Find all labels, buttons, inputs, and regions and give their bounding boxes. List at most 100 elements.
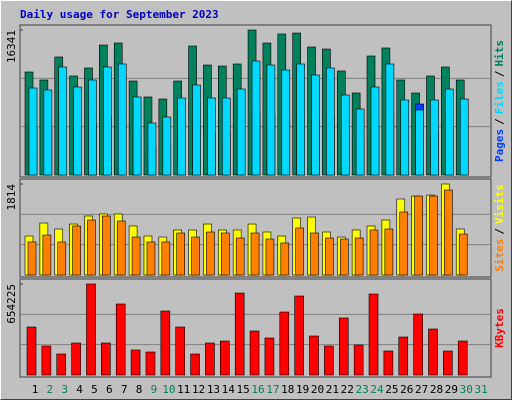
bar [295,227,304,276]
legend: KBytes [493,308,506,348]
bar [73,86,82,176]
bar [162,116,172,176]
x-tick-label: 9 [151,383,158,396]
x-tick-label: 8 [136,383,143,396]
bar [205,342,215,376]
bar [28,87,38,176]
legend-entry: KBytes [493,308,506,348]
legend-entry: Files [493,81,506,114]
legend-entry: Sites [493,239,506,272]
bar [353,344,364,376]
bar [355,108,365,176]
bar [147,122,157,176]
bar [249,330,260,376]
bar [398,336,409,376]
bar [117,63,127,176]
x-tick-label: 16 [251,383,264,396]
bar [102,215,111,276]
x-tick-label: 23 [356,383,369,396]
bar [220,340,230,376]
bar [264,337,275,376]
bar [116,220,126,276]
bar [413,313,423,376]
bar [370,86,380,176]
bar [311,74,320,176]
x-tick-label: 22 [341,383,354,396]
bar [42,234,52,276]
bar [190,353,200,376]
legend-separator: / [493,228,506,235]
bar [131,236,141,276]
bar [43,89,53,176]
x-tick-label: 4 [76,383,83,396]
bar [415,109,424,176]
x-tick-label: 24 [370,383,384,396]
legend: Pages / Files / Hits [493,40,506,162]
bar [428,328,438,376]
bar [207,97,216,176]
x-tick-label: 6 [106,383,113,396]
x-tick-label: 17 [266,383,279,396]
bar [175,326,185,376]
x-tick-label: 31 [474,383,487,396]
bar [57,241,67,276]
legend-separator: / [493,118,506,125]
bar [176,232,185,276]
bar [430,99,439,176]
legend-entry: Pages [493,129,506,162]
bar [236,88,246,176]
x-tick-label: 29 [445,383,458,396]
bar [58,66,68,176]
bar [266,64,276,176]
bar [294,295,304,376]
bar [281,69,291,176]
bar [191,236,200,276]
bar [87,219,96,276]
x-tick-label: 28 [430,383,443,396]
x-tick-label: 5 [91,383,98,396]
x-tick-label: 30 [460,383,473,396]
bar [457,340,468,376]
bar [310,232,319,276]
bar [235,237,245,276]
bar [250,232,260,276]
bar [324,345,334,376]
bar [326,67,335,176]
bar [414,195,423,276]
bar [160,310,171,376]
bar [384,228,394,276]
bar [385,63,395,176]
y-tick-label: 1814 [5,184,18,211]
bar [325,237,334,276]
x-tick-label: 20 [311,383,324,396]
bar [368,293,379,376]
x-tick-label: 12 [192,383,205,396]
y-tick-label: 654225 [5,284,18,324]
bar [221,232,230,276]
bar [251,60,261,176]
bar [383,350,394,376]
bar [234,292,245,376]
x-tick-label: 2 [47,383,54,396]
x-tick-label: 15 [237,383,250,396]
legend: Sites / Visits [493,184,506,272]
bar [400,99,410,176]
x-tick-label: 7 [121,383,128,396]
bar [56,353,67,376]
bar [429,195,438,276]
bar [354,237,364,276]
bar [130,349,141,376]
bar [26,326,37,376]
bar [27,241,37,276]
x-tick-label: 19 [296,383,309,396]
bar [132,96,142,176]
legend-entry: Hits [493,40,506,67]
bar [88,79,97,176]
x-tick-label: 25 [385,383,398,396]
bar [86,283,96,376]
x-tick-label: 21 [326,383,339,396]
x-tick-label: 26 [400,383,413,396]
x-tick-label: 11 [177,383,190,396]
bar [265,238,275,276]
